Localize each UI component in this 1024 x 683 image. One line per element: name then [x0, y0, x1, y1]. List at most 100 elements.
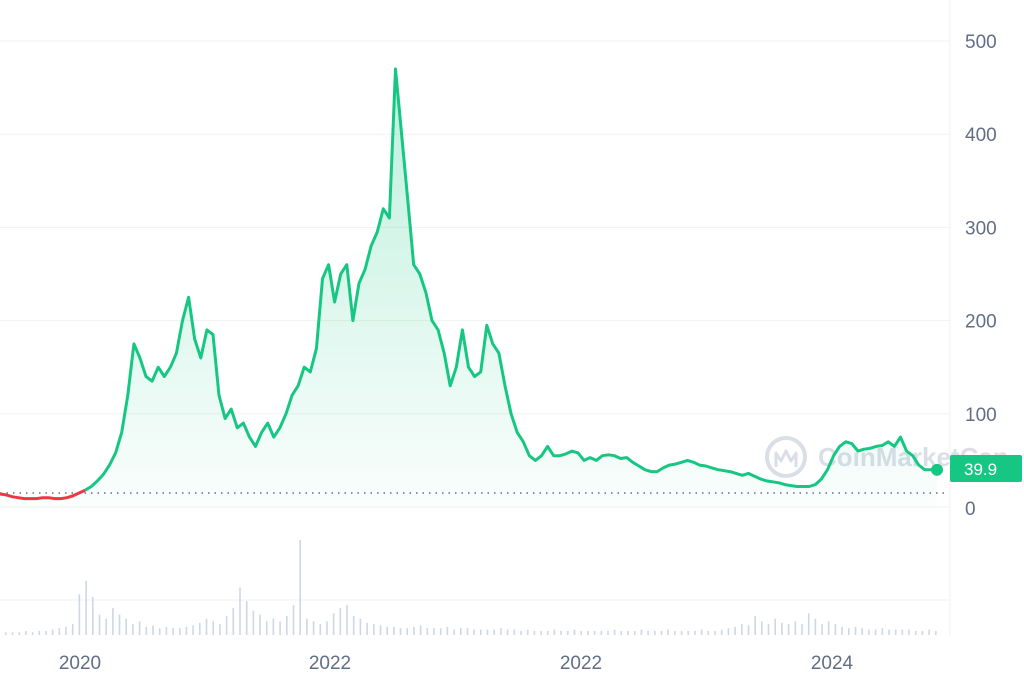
volume-bar	[219, 624, 221, 635]
volume-bar	[306, 618, 308, 635]
volume-bar	[319, 624, 322, 635]
volume-bar	[225, 616, 228, 635]
volume-bar	[600, 630, 603, 635]
volume-bar	[761, 621, 763, 635]
volume-bar	[245, 601, 248, 635]
volume-bar	[5, 632, 7, 635]
volume-bar	[807, 613, 810, 635]
volume-bar	[881, 628, 884, 635]
volume-bar	[45, 630, 47, 635]
volume-bar	[85, 580, 87, 635]
volume-bar	[138, 621, 141, 635]
volume-bar	[373, 624, 375, 635]
coinmarketcap-logo-icon	[765, 436, 807, 478]
volume-bar	[71, 624, 74, 635]
x-tick-label: 2024	[811, 653, 854, 674]
volume-bar	[265, 621, 268, 635]
volume-bar	[921, 630, 924, 635]
volume-bar	[199, 622, 201, 635]
volume-bar	[587, 630, 589, 635]
volume-bar	[834, 624, 837, 635]
volume-bar	[413, 626, 415, 635]
volume-bar	[105, 618, 107, 635]
volume-bar	[493, 629, 495, 635]
x-tick-label: 2020	[59, 653, 101, 674]
volume-bar	[607, 630, 609, 635]
volume-bar	[292, 605, 295, 635]
volume-bar	[700, 629, 703, 635]
volume-bar	[814, 618, 817, 635]
volume-bar	[914, 630, 917, 635]
x-tick-label: 2022	[309, 653, 351, 674]
volume-bar	[633, 630, 636, 635]
volume-bar	[841, 626, 843, 635]
volume-bar	[252, 610, 255, 635]
volume-bar	[627, 630, 629, 635]
volume-bar	[286, 616, 288, 635]
volume-bar	[272, 618, 275, 635]
volume-bar	[346, 605, 348, 635]
volume-bar	[132, 624, 134, 635]
volume-bar	[520, 630, 522, 635]
volume-bar	[935, 630, 937, 635]
volume-bar	[647, 630, 649, 635]
volume-bar	[473, 629, 475, 635]
volume-bar	[419, 625, 422, 635]
y-tick-label: 100	[965, 405, 997, 426]
volume-bar	[874, 629, 877, 635]
volume-bar	[92, 597, 94, 635]
volume-bar	[928, 629, 930, 635]
price-line-above-baseline	[84, 67, 938, 492]
volume-bar	[259, 614, 261, 635]
volume-bar	[540, 630, 542, 635]
volume-bar	[352, 616, 355, 635]
volume-bar	[801, 624, 803, 635]
volume-bar	[426, 628, 429, 635]
volume-bar	[98, 614, 101, 635]
volume-bar	[185, 626, 188, 635]
volume-bar	[11, 632, 14, 635]
volume-bar	[654, 630, 656, 635]
current-price-tag: 39.9	[950, 455, 1022, 482]
volume-bar	[533, 630, 536, 635]
volume-bar	[640, 629, 643, 635]
volume-bar	[513, 629, 516, 635]
volume-bar	[152, 625, 154, 635]
volume-bar	[781, 622, 783, 635]
volume-bar	[908, 629, 910, 635]
volume-bar	[747, 625, 750, 635]
volume-bar	[332, 613, 335, 635]
volume-bar	[767, 624, 770, 635]
volume-bar	[500, 628, 502, 635]
volume-bar	[433, 628, 435, 635]
price-tag-bg	[950, 455, 1022, 482]
volume-bar	[58, 628, 61, 635]
y-tick-label: 400	[965, 125, 997, 146]
volume-bar	[158, 628, 161, 635]
volume-bar	[674, 630, 676, 635]
volume-bar	[31, 632, 34, 635]
volume-bar	[18, 632, 20, 635]
volume-bar	[553, 629, 556, 635]
volume-bar	[620, 630, 623, 635]
volume-bar	[506, 629, 509, 635]
volume-bar	[667, 629, 669, 635]
volume-bar	[38, 630, 41, 635]
volume-bar	[145, 626, 148, 635]
volume-bars	[5, 540, 937, 635]
volume-bar	[593, 630, 596, 635]
volume-bar	[848, 628, 850, 635]
volume-bar	[439, 628, 442, 635]
price-line-below-baseline	[0, 488, 86, 501]
volume-bar	[205, 618, 208, 635]
volume-bar	[707, 630, 710, 635]
volume-bar	[326, 621, 328, 635]
x-tick-label: 2022	[560, 653, 602, 674]
volume-bar	[660, 630, 663, 635]
y-tick-label: 500	[965, 32, 997, 53]
volume-bar	[453, 629, 455, 635]
volume-bar	[366, 622, 368, 635]
volume-bar	[854, 626, 857, 635]
volume-bar	[827, 621, 830, 635]
volume-bar	[65, 626, 67, 635]
